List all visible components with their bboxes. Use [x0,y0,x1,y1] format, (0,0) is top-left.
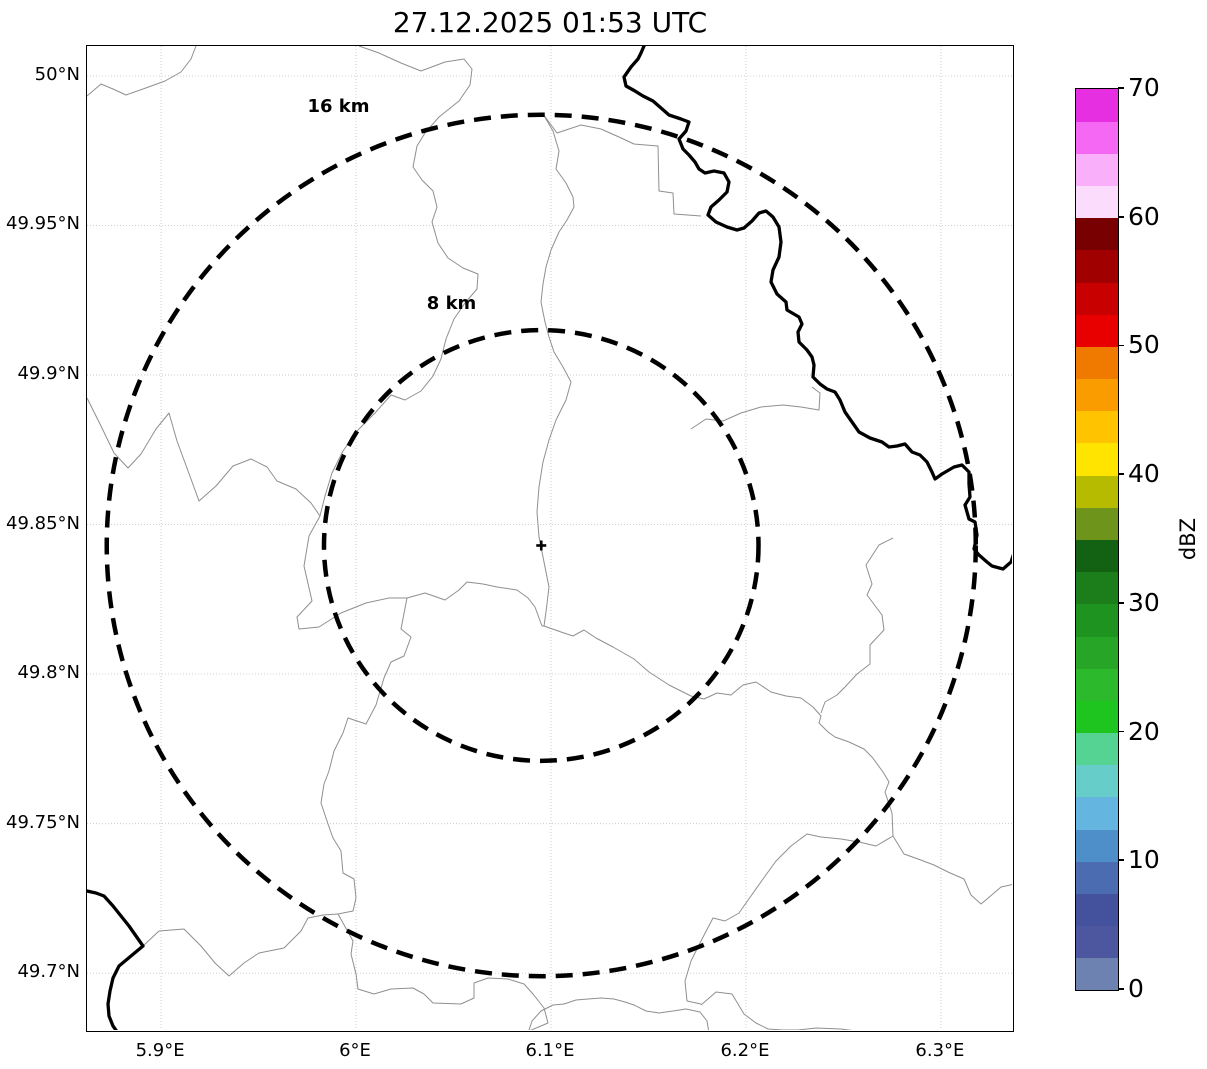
colorbar-tick-mark [1118,730,1124,733]
colorbar-segment [1076,796,1118,830]
range-ring-8km [321,327,761,764]
admin-boundary-line [820,537,894,714]
admin-boundary-line [536,113,705,700]
lon-tick-label: 6.2°E [720,1040,770,1061]
colorbar-segment [1076,217,1118,251]
colorbar-segment [1076,346,1118,380]
admin-boundary-line [542,113,702,217]
colorbar-tick-label: 50 [1128,330,1160,360]
colorbar-segment [1076,442,1118,476]
lat-tick-label: 49.85°N [6,512,80,534]
lat-tick-label: 49.95°N [6,213,80,235]
colorbar-tick-mark [1118,344,1124,347]
colorbar-segment [1076,925,1118,959]
colorbar-tick-label: 20 [1128,716,1160,746]
range-ring-16km [104,112,979,979]
colorbar-segment [1076,668,1118,701]
lon-tick-label: 6.3°E [915,1040,965,1061]
lon-tick-label: 5.9°E [135,1040,185,1061]
lat-tick-label: 49.9°N [17,363,80,384]
colorbar-segment [1076,539,1118,573]
admin-boundary-line [319,46,479,517]
colorbar [1075,88,1119,991]
map-plot: 16 km 8 km [86,45,1014,1032]
admin-boundary-line [892,835,1012,905]
colorbar-segment [1076,636,1118,669]
colorbar-segment [1076,603,1118,637]
colorbar-tick-label: 40 [1128,459,1160,489]
colorbar-segment [1076,957,1118,991]
colorbar-segment [1076,571,1118,605]
admin-boundary-line [142,913,339,977]
colorbar-segment [1076,410,1118,444]
admin-boundary-line [690,386,821,430]
colorbar-segment [1076,475,1118,508]
admin-boundary-line [684,833,894,1005]
admin-boundary-line [296,515,549,1030]
colorbar-tick-label: 10 [1128,845,1160,875]
colorbar-tick-mark [1118,473,1124,475]
lat-tick-label: 50°N [34,63,80,85]
colorbar-tick-label: 30 [1128,587,1160,617]
colorbar-segment [1076,507,1118,540]
colorbar-tick-mark [1118,215,1124,218]
colorbar-segment [1076,732,1118,766]
map-canvas: 16 km 8 km [87,46,1012,1030]
colorbar-tick-label: 60 [1128,201,1160,231]
colorbar-segment [1076,185,1118,219]
colorbar-segment [1076,893,1118,927]
range-ring-label-16km: 16 km [307,96,369,117]
lat-tick-label: 49.8°N [17,662,80,684]
admin-boundary-line [87,46,197,97]
admin-boundary-line [87,397,321,517]
colorbar-tick-mark [1118,988,1124,990]
river-border-line [87,889,145,1030]
colorbar-label: dBZ [1176,517,1200,561]
colorbar-segment [1076,829,1118,862]
colorbar-tick-mark [1118,87,1124,89]
colorbar-tick-label: 0 [1128,974,1144,1003]
lat-tick-label: 49.7°N [17,961,80,983]
figure-title: 27.12.2025 01:53 UTC [392,6,708,39]
colorbar-tick-mark [1118,859,1124,862]
colorbar-tick-label: 70 [1128,73,1160,102]
lon-tick-label: 6.1°E [525,1040,575,1061]
colorbar-segment [1076,764,1118,798]
admin-boundary-line [406,581,544,627]
colorbar-tick-mark [1118,602,1124,604]
colorbar-segment [1076,378,1118,412]
colorbar-segment [1076,861,1118,894]
colorbar-segment [1076,314,1118,347]
colorbar-segment [1076,282,1118,315]
lon-tick-label: 6°E [339,1040,371,1061]
admin-boundary-line [700,991,853,1030]
admin-boundary-line [528,997,710,1030]
colorbar-segment [1076,249,1118,283]
lat-tick-label: 49.75°N [6,811,80,833]
colorbar-segment [1076,153,1118,187]
range-ring-label-8km: 8 km [427,293,477,314]
colorbar-segment [1076,700,1118,734]
colorbar-segment [1076,89,1118,122]
river-border-line [622,46,1012,571]
admin-boundary-line [703,681,894,837]
colorbar-segment [1076,121,1118,154]
